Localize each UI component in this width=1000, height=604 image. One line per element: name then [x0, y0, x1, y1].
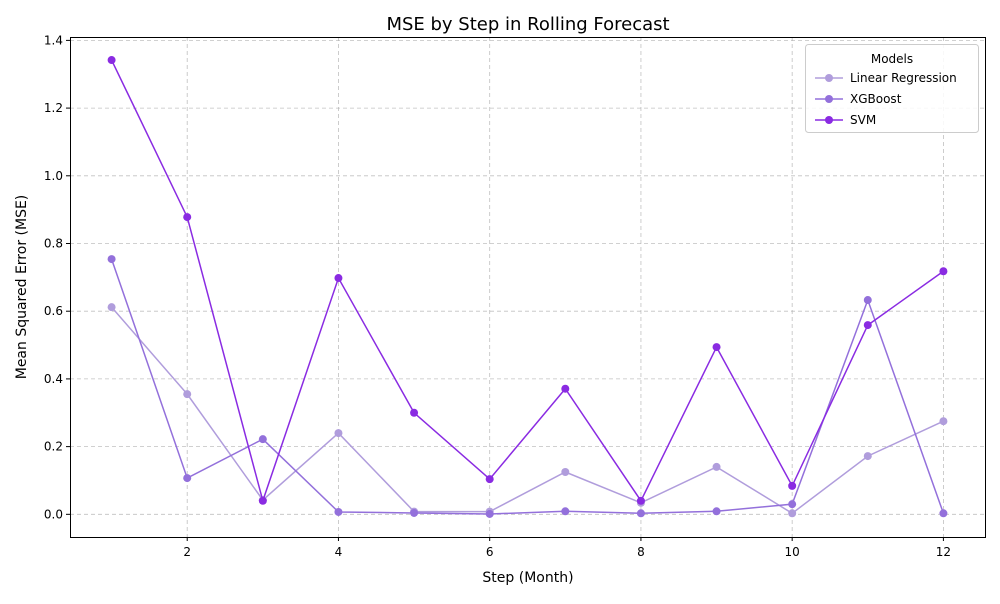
data-point-xgboost [788, 500, 797, 509]
y-tick-label: 0.6 [44, 304, 63, 318]
data-point-xgboost [258, 435, 267, 444]
data-point-xgboost [107, 255, 116, 264]
data-point-xgboost [561, 507, 570, 516]
legend-items: Linear Regression XGBoost SVM [815, 71, 957, 127]
axis-ticks: 0.0 0.2 0.4 0.6 0.8 1.0 1.2 1.4 2 4 6 8 10 12 [44, 33, 951, 559]
x-tick-label: 8 [637, 545, 645, 559]
x-tick-label: 6 [486, 545, 494, 559]
x-tick-label: 4 [335, 545, 343, 559]
legend-label-svm: SVM [850, 113, 876, 127]
data-point-linear-regression [712, 462, 721, 471]
y-tick-label: 0.2 [44, 440, 63, 454]
y-tick-label: 0.0 [44, 507, 63, 521]
data-point-xgboost [334, 507, 343, 516]
series-line-xgboost [110, 258, 945, 515]
legend: Models Linear Regression XGBoost SVM [805, 44, 979, 133]
y-tick-label: 1.4 [44, 33, 63, 47]
x-tick-label: 2 [183, 545, 191, 559]
data-point-linear-regression [863, 452, 872, 461]
y-tick-label: 0.8 [44, 236, 63, 250]
data-point-svm [258, 496, 267, 505]
legend-marker-linear-regression [825, 74, 833, 82]
data-point-svm [410, 408, 419, 417]
legend-label-xgboost: XGBoost [850, 92, 902, 106]
data-point-linear-regression [788, 509, 797, 518]
data-point-linear-regression [183, 390, 192, 399]
data-point-svm [107, 56, 116, 65]
x-tick-label: 10 [785, 545, 800, 559]
y-tick-label: 1.0 [44, 169, 63, 183]
series-group [107, 56, 948, 518]
data-point-svm [485, 475, 494, 484]
legend-box [805, 44, 979, 133]
y-tick-label: 0.4 [44, 372, 63, 386]
data-point-svm [939, 267, 948, 276]
legend-title: Models [871, 52, 913, 66]
data-point-svm [636, 496, 645, 505]
data-point-svm [712, 343, 721, 352]
data-point-linear-regression [561, 468, 570, 477]
y-tick-label: 1.2 [44, 101, 63, 115]
y-axis-title: Mean Squared Error (MSE) [14, 195, 30, 380]
data-point-linear-regression [107, 303, 116, 312]
data-point-svm [561, 384, 570, 393]
data-point-svm [183, 213, 192, 222]
data-point-xgboost [410, 508, 419, 517]
x-tick-label: 12 [936, 545, 951, 559]
data-point-svm [863, 321, 872, 330]
data-point-xgboost [939, 509, 948, 518]
series-line-linear-regression [111, 306, 944, 515]
data-point-xgboost [863, 296, 872, 305]
data-point-linear-regression [939, 417, 948, 426]
plot-frame [70, 37, 986, 538]
data-point-xgboost [183, 474, 192, 483]
data-point-xgboost [485, 509, 494, 518]
legend-marker-svm [825, 116, 833, 124]
series-line-svm [110, 59, 944, 504]
legend-label-linear-regression: Linear Regression [850, 71, 957, 85]
data-point-svm [788, 481, 797, 490]
chart-title: MSE by Step in Rolling Forecast [386, 14, 669, 35]
data-point-svm [334, 274, 343, 283]
data-point-xgboost [636, 509, 645, 518]
x-axis-title: Step (Month) [482, 570, 573, 586]
data-point-xgboost [712, 507, 721, 516]
data-point-linear-regression [334, 429, 343, 438]
legend-marker-xgboost [825, 95, 833, 103]
grid [70, 37, 985, 537]
